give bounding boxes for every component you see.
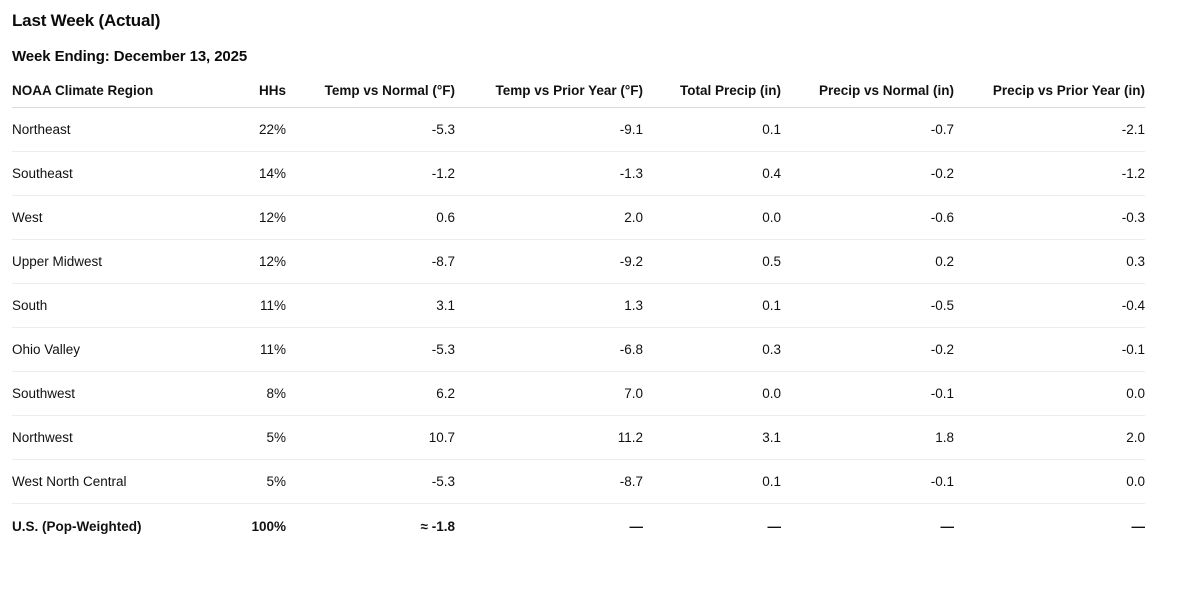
table-row-west: West 12% 0.6 2.0 0.0 -0.6 -0.3 bbox=[12, 195, 1145, 240]
cell-total-precip-in: 0.1 bbox=[643, 283, 781, 328]
cell-precip-vs-normal-in: -0.2 bbox=[781, 327, 954, 372]
cell-temp-vs-normal-f: -8.7 bbox=[286, 239, 455, 284]
cell-temp-vs-normal-f: -5.3 bbox=[286, 459, 455, 504]
cell-temp-vs-prior-year-f: -6.8 bbox=[455, 327, 643, 372]
cell-precip-vs-normal-in: -0.6 bbox=[781, 195, 954, 240]
total-cell-temp-vs-prior-year-f: — bbox=[629, 518, 644, 534]
table-row-northeast: Northeast 22% -5.3 -9.1 0.1 -0.7 -2.1 bbox=[12, 107, 1145, 152]
cell-total-precip-in: 0.5 bbox=[643, 239, 781, 284]
column-header-total-precip-in: Total Precip (in) bbox=[643, 79, 781, 108]
cell-temp-vs-prior-year-f: 11.2 bbox=[455, 415, 643, 460]
column-header-temp-vs-normal-f: Temp vs Normal (°F) bbox=[286, 79, 455, 108]
cell-precip-vs-normal-in: -0.1 bbox=[781, 371, 954, 416]
cell-temp-vs-prior-year-f: 1.3 bbox=[455, 283, 643, 328]
cell-precip-vs-normal-in: -0.7 bbox=[781, 107, 954, 152]
table-total-row: U.S. (Pop-Weighted) 100% ≈ -1.8 — — — — bbox=[12, 504, 1145, 549]
cell-precip-vs-prior-year-in: -0.4 bbox=[954, 283, 1145, 328]
table-row-ohio-valley: Ohio Valley 11% -5.3 -6.8 0.3 -0.2 -0.1 bbox=[12, 327, 1145, 372]
table-row-upper-midwest: Upper Midwest 12% -8.7 -9.2 0.5 0.2 0.3 bbox=[12, 239, 1145, 284]
cell-temp-vs-normal-f: -5.3 bbox=[286, 327, 455, 372]
total-cell-precip-vs-normal-in: — bbox=[940, 518, 955, 534]
cell-precip-vs-prior-year-in: 0.0 bbox=[954, 371, 1145, 416]
table-row-southeast: Southeast 14% -1.2 -1.3 0.4 -0.2 -1.2 bbox=[12, 151, 1145, 196]
region-name: Upper Midwest bbox=[12, 239, 212, 284]
table-row-northwest: Northwest 5% 10.7 11.2 3.1 1.8 2.0 bbox=[12, 415, 1145, 460]
cell-temp-vs-prior-year-f: -8.7 bbox=[455, 459, 643, 504]
cell-temp-vs-prior-year-f: -1.3 bbox=[455, 151, 643, 196]
cell-temp-vs-normal-f: 10.7 bbox=[286, 415, 455, 460]
table-footer: U.S. (Pop-Weighted) 100% ≈ -1.8 — — — — bbox=[12, 504, 1145, 549]
cell-precip-vs-normal-in: 0.2 bbox=[781, 239, 954, 284]
cell-precip-vs-prior-year-in: -0.1 bbox=[954, 327, 1145, 372]
region-name: Northeast bbox=[12, 107, 212, 152]
cell-temp-vs-normal-f: 6.2 bbox=[286, 371, 455, 416]
cell-hhs: 12% bbox=[212, 239, 286, 284]
cell-hhs: 11% bbox=[212, 327, 286, 372]
cell-precip-vs-normal-in: -0.2 bbox=[781, 151, 954, 196]
cell-total-precip-in: 0.0 bbox=[643, 195, 781, 240]
cell-total-precip-in: 0.1 bbox=[643, 459, 781, 504]
cell-total-precip-in: 0.3 bbox=[643, 327, 781, 372]
column-header-precip-vs-normal-in: Precip vs Normal (in) bbox=[781, 79, 954, 108]
total-cell-precip-vs-prior-year-in: — bbox=[1131, 518, 1146, 534]
table-body: Northeast 22% -5.3 -9.1 0.1 -0.7 -2.1 Southeast… bbox=[12, 107, 1145, 504]
table-row-west-north-central: West North Central 5% -5.3 -8.7 0.1 -0.1 0.0 bbox=[12, 459, 1145, 504]
cell-temp-vs-prior-year-f: -9.2 bbox=[455, 239, 643, 284]
cell-precip-vs-normal-in: 1.8 bbox=[781, 415, 954, 460]
cell-total-precip-in: 3.1 bbox=[643, 415, 781, 460]
table-row-south: South 11% 3.1 1.3 0.1 -0.5 -0.4 bbox=[12, 283, 1145, 328]
week-ending-subtitle: Week Ending: December 13, 2025 bbox=[12, 48, 248, 65]
cell-precip-vs-prior-year-in: 0.0 bbox=[954, 459, 1145, 504]
region-name: West North Central bbox=[12, 459, 212, 504]
column-header-precip-vs-prior-year-in: Precip vs Prior Year (in) bbox=[954, 79, 1145, 108]
cell-temp-vs-prior-year-f: -9.1 bbox=[455, 107, 643, 152]
region-name: South bbox=[12, 283, 212, 328]
cell-hhs: 5% bbox=[212, 415, 286, 460]
total-row-label: U.S. (Pop-Weighted) bbox=[12, 518, 142, 534]
region-name: Southwest bbox=[12, 371, 212, 416]
cell-temp-vs-prior-year-f: 7.0 bbox=[455, 371, 643, 416]
cell-temp-vs-prior-year-f: 2.0 bbox=[455, 195, 643, 240]
table-row-southwest: Southwest 8% 6.2 7.0 0.0 -0.1 0.0 bbox=[12, 371, 1145, 416]
cell-hhs: 12% bbox=[212, 195, 286, 240]
cell-precip-vs-normal-in: -0.1 bbox=[781, 459, 954, 504]
column-header-temp-vs-prior-year-f: Temp vs Prior Year (°F) bbox=[455, 79, 643, 108]
region-name: Northwest bbox=[12, 415, 212, 460]
cell-total-precip-in: 0.4 bbox=[643, 151, 781, 196]
cell-precip-vs-prior-year-in: -2.1 bbox=[954, 107, 1145, 152]
region-name: Ohio Valley bbox=[12, 327, 212, 372]
column-header-noaa-climate-region: NOAA Climate Region bbox=[12, 79, 212, 108]
cell-precip-vs-prior-year-in: -1.2 bbox=[954, 151, 1145, 196]
cell-total-precip-in: 0.1 bbox=[643, 107, 781, 152]
page-title: Last Week (Actual) bbox=[12, 11, 161, 30]
table-header: NOAA Climate Region HHs Temp vs Normal (°F… bbox=[12, 79, 1145, 108]
climate-region-table: NOAA Climate Region HHs Temp vs Normal (°F… bbox=[12, 79, 1145, 549]
cell-precip-vs-prior-year-in: -0.3 bbox=[954, 195, 1145, 240]
cell-temp-vs-normal-f: -5.3 bbox=[286, 107, 455, 152]
cell-hhs: 8% bbox=[212, 371, 286, 416]
cell-hhs: 11% bbox=[212, 283, 286, 328]
cell-total-precip-in: 0.0 bbox=[643, 371, 781, 416]
region-name: West bbox=[12, 195, 212, 240]
total-cell-total-precip-in: — bbox=[767, 518, 782, 534]
table-header-row: NOAA Climate Region HHs Temp vs Normal (°F… bbox=[12, 79, 1145, 108]
total-cell-hhs: 100% bbox=[251, 518, 286, 534]
cell-temp-vs-normal-f: -1.2 bbox=[286, 151, 455, 196]
cell-hhs: 14% bbox=[212, 151, 286, 196]
region-name: Southeast bbox=[12, 151, 212, 196]
total-cell-temp-vs-normal-f: ≈ -1.8 bbox=[420, 518, 455, 534]
cell-temp-vs-normal-f: 3.1 bbox=[286, 283, 455, 328]
cell-hhs: 22% bbox=[212, 107, 286, 152]
cell-temp-vs-normal-f: 0.6 bbox=[286, 195, 455, 240]
column-header-hhs: HHs bbox=[212, 79, 286, 108]
cell-precip-vs-normal-in: -0.5 bbox=[781, 283, 954, 328]
cell-precip-vs-prior-year-in: 2.0 bbox=[954, 415, 1145, 460]
cell-hhs: 5% bbox=[212, 459, 286, 504]
cell-precip-vs-prior-year-in: 0.3 bbox=[954, 239, 1145, 284]
